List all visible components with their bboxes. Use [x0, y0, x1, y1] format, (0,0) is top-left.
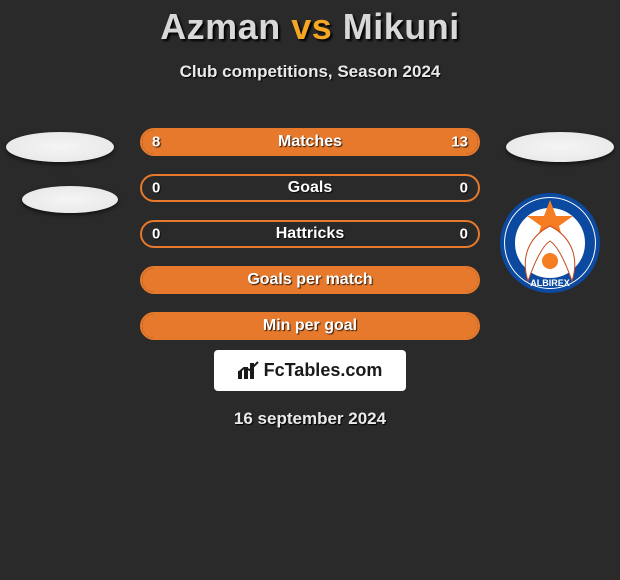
page-title: Azman vs Mikuni	[0, 0, 620, 48]
svg-text:ALBIREX: ALBIREX	[530, 278, 570, 288]
stat-value-left: 0	[152, 180, 160, 197]
chart-icon	[238, 361, 260, 379]
stat-bar: Matches 8 13	[140, 128, 480, 156]
footer-date: 16 september 2024	[0, 409, 620, 429]
club-badge: ALBIREX	[500, 186, 600, 300]
stat-value-right: 13	[451, 134, 468, 151]
stat-label: Goals per match	[247, 271, 372, 289]
subtitle: Club competitions, Season 2024	[0, 62, 620, 82]
stat-bar: Min per goal	[140, 312, 480, 340]
stat-bar: Goals per match	[140, 266, 480, 294]
stats-bars: Matches 8 13 Goals 0 0 Hattricks 0 0 Goals per ma…	[140, 128, 480, 358]
stat-fill-left	[142, 130, 270, 154]
stat-value-right: 0	[460, 180, 468, 197]
stat-label: Min per goal	[263, 317, 357, 335]
stat-value-left: 8	[152, 134, 160, 151]
stat-bar: Hattricks 0 0	[140, 220, 480, 248]
player1-slot-2	[22, 186, 118, 213]
stat-value-left: 0	[152, 226, 160, 243]
brand-text: FcTables.com	[264, 360, 383, 380]
player2-slot-1	[506, 132, 614, 162]
title-vs: vs	[291, 6, 332, 47]
title-player1: Azman	[160, 6, 281, 47]
stat-label: Goals	[288, 179, 332, 197]
stat-label: Matches	[278, 133, 342, 151]
footer: FcTables.com 16 september 2024	[0, 350, 620, 429]
stat-value-right: 0	[460, 226, 468, 243]
title-player2: Mikuni	[343, 6, 460, 47]
stat-bar: Goals 0 0	[140, 174, 480, 202]
brand-box: FcTables.com	[214, 350, 407, 391]
player1-slot-1	[6, 132, 114, 162]
stat-label: Hattricks	[276, 225, 344, 243]
